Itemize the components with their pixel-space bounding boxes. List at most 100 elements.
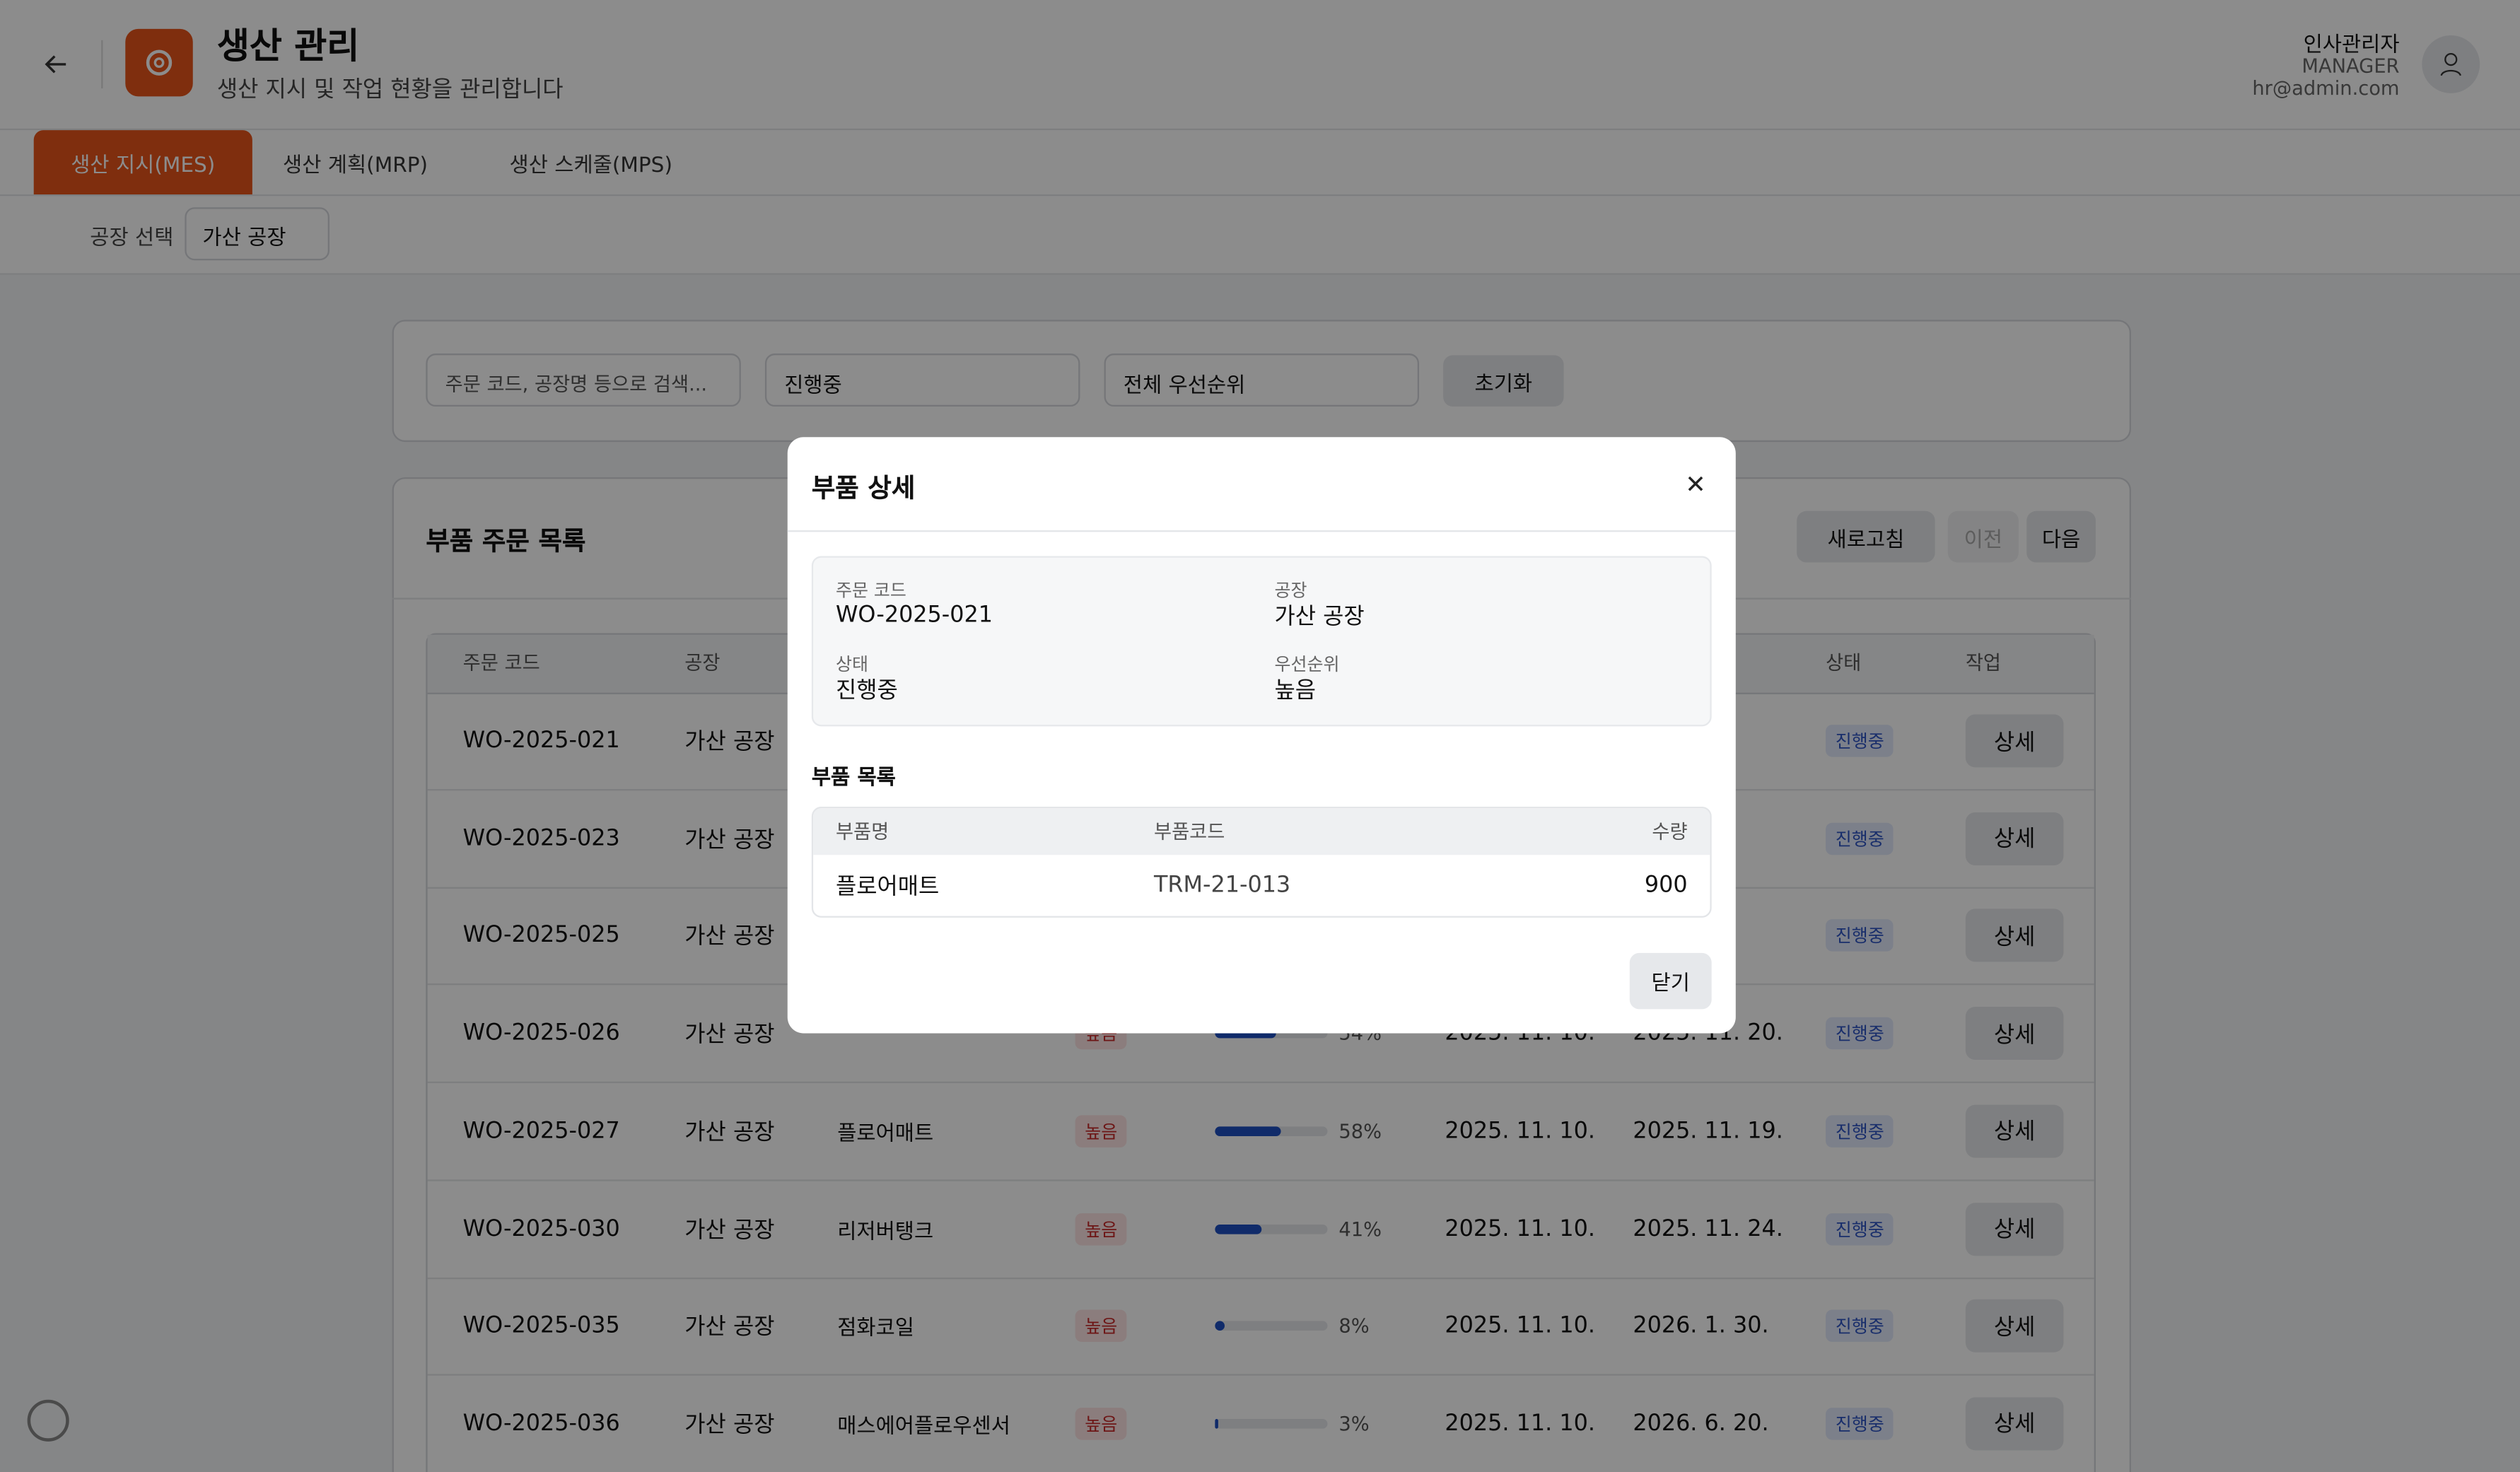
info-value: 진행중 bbox=[835, 678, 898, 704]
search-placeholder: 주문 코드, 공장명 등으로 검색... bbox=[445, 373, 708, 396]
factory: 가산 공장 bbox=[684, 1217, 775, 1244]
detail-label: 상세 bbox=[1993, 1412, 2036, 1439]
status-value: 진행중 bbox=[784, 374, 842, 399]
parts-column-header: 부품코드 bbox=[1153, 820, 1225, 843]
reset-label: 초기화 bbox=[1474, 372, 1533, 397]
status-badge: 진행중 bbox=[1826, 920, 1894, 952]
detail-button[interactable]: 상세 bbox=[1965, 1104, 2064, 1158]
factory: 가산 공장 bbox=[684, 729, 775, 756]
factory: 가산 공장 bbox=[684, 826, 775, 853]
info-value: 높음 bbox=[1274, 678, 1317, 704]
info-label: 상태 bbox=[835, 654, 868, 675]
info-value: WO-2025-021 bbox=[835, 602, 993, 629]
app-icon bbox=[125, 28, 193, 97]
parts-cell: TRM-21-013 bbox=[1153, 872, 1291, 899]
priority-badge: 높음 bbox=[1075, 1407, 1127, 1440]
theme-toggle[interactable] bbox=[27, 1399, 69, 1442]
factory: 가산 공장 bbox=[684, 1412, 775, 1439]
column-header: 주문 코드 bbox=[462, 651, 540, 674]
prev-label: 이전 bbox=[1964, 527, 2003, 552]
tab-label: 생산 지시(MES) bbox=[71, 153, 216, 178]
order-code: WO-2025-036 bbox=[462, 1410, 620, 1437]
parts-column-header: 부품명 bbox=[835, 820, 889, 843]
status-badge: 진행중 bbox=[1826, 1212, 1894, 1245]
avatar[interactable] bbox=[2422, 35, 2480, 93]
row-divider bbox=[427, 1374, 2094, 1377]
factory-select[interactable]: 가산 공장 bbox=[185, 207, 329, 261]
refresh-label: 새로고침 bbox=[1827, 527, 1905, 552]
column-header: 공장 bbox=[684, 651, 721, 674]
tab[interactable]: 생산 계획(MRP) bbox=[283, 148, 428, 178]
status-badge: 진행중 bbox=[1826, 1309, 1894, 1343]
info-label: 주문 코드 bbox=[835, 580, 906, 602]
back-button[interactable] bbox=[43, 52, 69, 77]
modal-title: 부품 상세 bbox=[811, 472, 916, 503]
start-date: 2025. 11. 10. bbox=[1445, 1215, 1595, 1242]
factory: 가산 공장 bbox=[684, 1022, 775, 1048]
tab[interactable]: 생산 스케줄(MPS) bbox=[510, 148, 672, 178]
close-label: 닫기 bbox=[1651, 972, 1690, 997]
detail-button[interactable]: 상세 bbox=[1965, 812, 2064, 865]
detail-button[interactable]: 상세 bbox=[1965, 1397, 2064, 1451]
page-title: 생산 관리 bbox=[216, 27, 360, 68]
detail-label: 상세 bbox=[1993, 729, 2036, 756]
column-header: 상태 bbox=[1826, 651, 1862, 674]
row-divider bbox=[427, 1179, 2094, 1181]
start-date: 2025. 11. 10. bbox=[1445, 1313, 1595, 1339]
factory-bar bbox=[0, 196, 2520, 275]
priority-badge: 높음 bbox=[1075, 1114, 1127, 1147]
parts-cell: 플로어매트 bbox=[835, 874, 940, 900]
progress-label: 3% bbox=[1338, 1412, 1370, 1435]
status-badge: 진행중 bbox=[1826, 725, 1894, 757]
column-header: 작업 bbox=[1965, 651, 2002, 674]
order-code: WO-2025-026 bbox=[462, 1020, 620, 1046]
parts-title: 부품 목록 bbox=[811, 766, 896, 791]
progress-track bbox=[1215, 1418, 1328, 1429]
divider bbox=[101, 40, 103, 89]
reset-button[interactable]: 초기화 bbox=[1443, 355, 1564, 407]
search-input[interactable]: 주문 코드, 공장명 등으로 검색... bbox=[426, 354, 741, 407]
order-code: WO-2025-027 bbox=[462, 1118, 620, 1144]
order-code: WO-2025-030 bbox=[462, 1215, 620, 1242]
factory-label: 공장 선택 bbox=[90, 226, 174, 251]
status-badge: 진행중 bbox=[1826, 1407, 1894, 1440]
part-name: 매스에어플로우센서 bbox=[837, 1415, 1010, 1439]
part-name: 점화코일 bbox=[837, 1317, 914, 1342]
detail-label: 상세 bbox=[1993, 1119, 2036, 1146]
tab-bar bbox=[0, 130, 2520, 197]
detail-button[interactable]: 상세 bbox=[1965, 909, 2064, 963]
detail-button[interactable]: 상세 bbox=[1965, 1007, 2064, 1061]
refresh-button[interactable]: 새로고침 bbox=[1797, 510, 1935, 563]
status-badge: 진행중 bbox=[1826, 822, 1894, 855]
header bbox=[0, 0, 2520, 131]
order-code: WO-2025-035 bbox=[462, 1313, 620, 1339]
tab-label: 생산 계획(MRP) bbox=[283, 154, 428, 179]
part-name: 리저버탱크 bbox=[837, 1220, 934, 1244]
parts-header bbox=[813, 808, 1710, 855]
priority-select[interactable]: 전체 우선순위 bbox=[1104, 354, 1420, 407]
end-date: 2026. 6. 20. bbox=[1633, 1410, 1769, 1437]
part-name: 플로어매트 bbox=[837, 1122, 934, 1147]
tab-active[interactable]: 생산 지시(MES) bbox=[33, 130, 252, 195]
progress-bar bbox=[1215, 1321, 1225, 1331]
detail-button[interactable]: 상세 bbox=[1965, 1299, 2064, 1353]
prev-button[interactable]: 이전 bbox=[1947, 510, 2019, 563]
status-badge: 진행중 bbox=[1826, 1017, 1894, 1050]
end-date: 2025. 11. 24. bbox=[1633, 1215, 1783, 1242]
row-divider bbox=[427, 1276, 2094, 1279]
end-date: 2025. 11. 19. bbox=[1633, 1118, 1783, 1144]
status-select[interactable]: 진행중 bbox=[764, 354, 1080, 407]
detail-button[interactable]: 상세 bbox=[1965, 714, 2064, 768]
close-icon[interactable] bbox=[1688, 476, 1704, 492]
progress-bar bbox=[1215, 1223, 1261, 1234]
page-subtitle: 생산 지시 및 작업 현황을 관리합니다 bbox=[216, 77, 564, 103]
next-button[interactable]: 다음 bbox=[2026, 510, 2096, 563]
factory: 가산 공장 bbox=[684, 1119, 775, 1146]
close-button[interactable]: 닫기 bbox=[1629, 952, 1712, 1010]
detail-button[interactable]: 상세 bbox=[1965, 1202, 2064, 1256]
factory: 가산 공장 bbox=[684, 1314, 775, 1341]
progress-bar bbox=[1215, 1126, 1281, 1136]
user-email: hr@admin.com bbox=[2252, 77, 2400, 100]
